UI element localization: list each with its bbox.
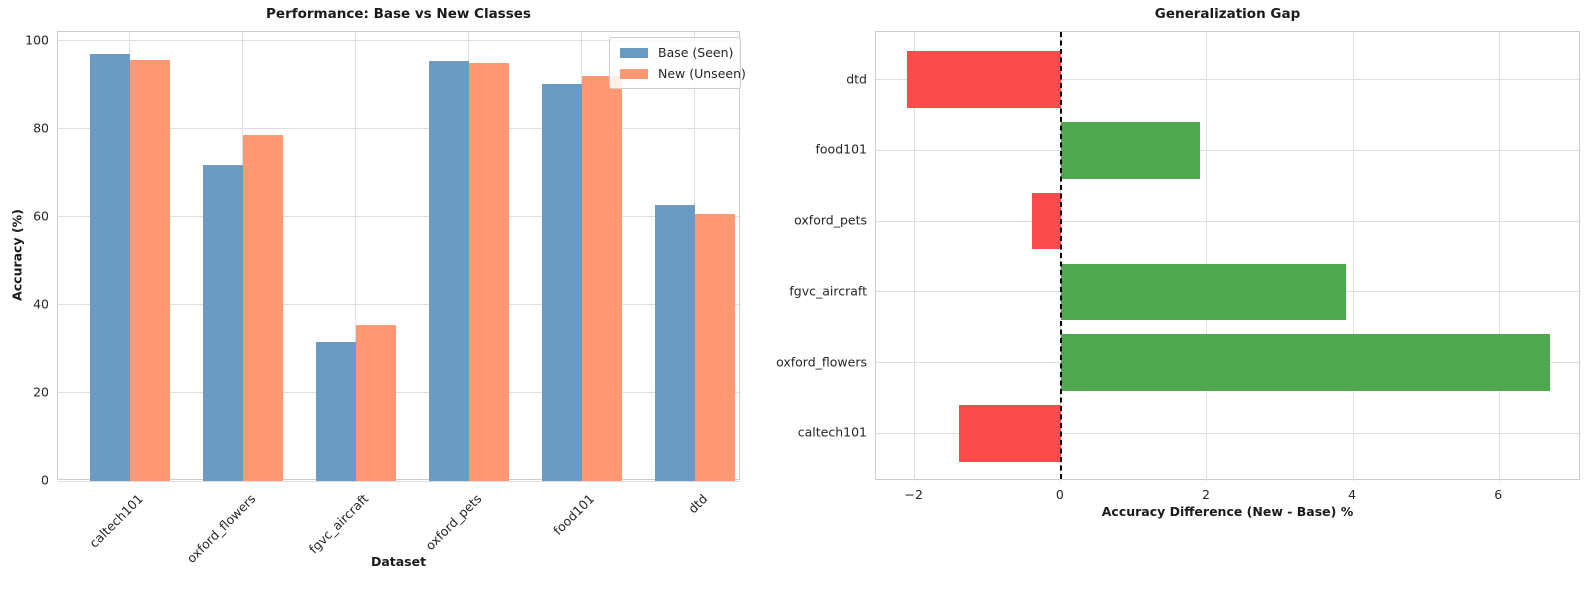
bar-base-food101 [541, 83, 582, 481]
bar-base-caltech101 [89, 54, 130, 481]
xtick-label: dtd [684, 491, 711, 517]
gap-bar-caltech101 [958, 405, 1061, 462]
gap-chart-axes [875, 31, 1581, 481]
legend-swatch-base [620, 47, 648, 58]
performance-chart-title: Performance: Base vs New Classes [266, 6, 531, 22]
bar-base-oxford_pets [428, 61, 469, 481]
y-gridline [58, 304, 741, 306]
ytick-label: 0 [41, 472, 49, 488]
x-gridline [355, 32, 357, 481]
y-gridline [876, 432, 1581, 434]
y-gridline [58, 40, 741, 42]
bar-base-fgvc_aircraft [315, 341, 356, 481]
category-label: caltech101 [797, 424, 867, 440]
y-gridline [58, 128, 741, 130]
bar-new-oxford_flowers [242, 135, 283, 481]
xtick-label: −2 [904, 487, 923, 502]
ytick-label: 20 [33, 384, 49, 400]
xtick-label: 6 [1494, 487, 1503, 502]
bar-new-caltech101 [129, 60, 170, 481]
legend-entry: New (Unseen) [620, 66, 746, 81]
category-label: oxford_pets [794, 212, 867, 228]
bar-new-dtd [694, 214, 735, 481]
x-gridline [1206, 32, 1208, 481]
category-label: food101 [815, 141, 868, 157]
bar-new-oxford_pets [468, 63, 509, 481]
gap-bar-oxford_pets [1031, 192, 1061, 250]
performance-chart-axes: Base (Seen) New (Unseen) [57, 31, 746, 482]
legend-swatch-new [620, 68, 648, 79]
category-label: oxford_flowers [776, 354, 867, 370]
xtick-label-wrap: dtd [540, 488, 710, 516]
y-gridline [876, 79, 1581, 81]
xtick-label: 4 [1348, 487, 1357, 502]
y-gridline [58, 392, 741, 394]
bar-new-fgvc_aircraft [355, 324, 396, 481]
gap-bar-fgvc_aircraft [1060, 263, 1346, 321]
legend-label: Base (Seen) [658, 45, 734, 60]
y-gridline [876, 149, 1581, 151]
y-gridline [58, 480, 741, 482]
xtick-label: 0 [1055, 487, 1064, 502]
ytick-label: 60 [33, 208, 49, 224]
ytick-label: 40 [33, 296, 49, 312]
y-gridline [58, 216, 741, 218]
category-label: dtd [846, 71, 867, 87]
xtick-label: 2 [1201, 487, 1210, 502]
zero-line [1059, 32, 1062, 481]
y-gridline [876, 220, 1581, 222]
x-gridline [914, 32, 916, 481]
x-gridline [1352, 32, 1354, 481]
x-gridline [1498, 32, 1500, 481]
gap-bar-oxford_flowers [1060, 334, 1551, 391]
bar-new-food101 [581, 75, 622, 481]
legend: Base (Seen) New (Unseen) [609, 37, 746, 89]
ytick-label: 100 [25, 32, 49, 48]
ytick-label: 80 [33, 120, 49, 136]
gap-chart-title: Generalization Gap [1154, 6, 1301, 22]
legend-label: New (Unseen) [658, 66, 746, 81]
performance-xlabel: Dataset [370, 554, 427, 569]
bar-base-oxford_flowers [202, 164, 243, 481]
gap-bar-food101 [1060, 122, 1200, 179]
gap-bar-dtd [907, 51, 1061, 108]
legend-entry: Base (Seen) [620, 45, 734, 60]
gap-xlabel: Accuracy Difference (New - Base) % [1101, 504, 1354, 519]
category-label: fgvc_aircraft [789, 283, 867, 299]
bar-base-dtd [654, 204, 695, 481]
